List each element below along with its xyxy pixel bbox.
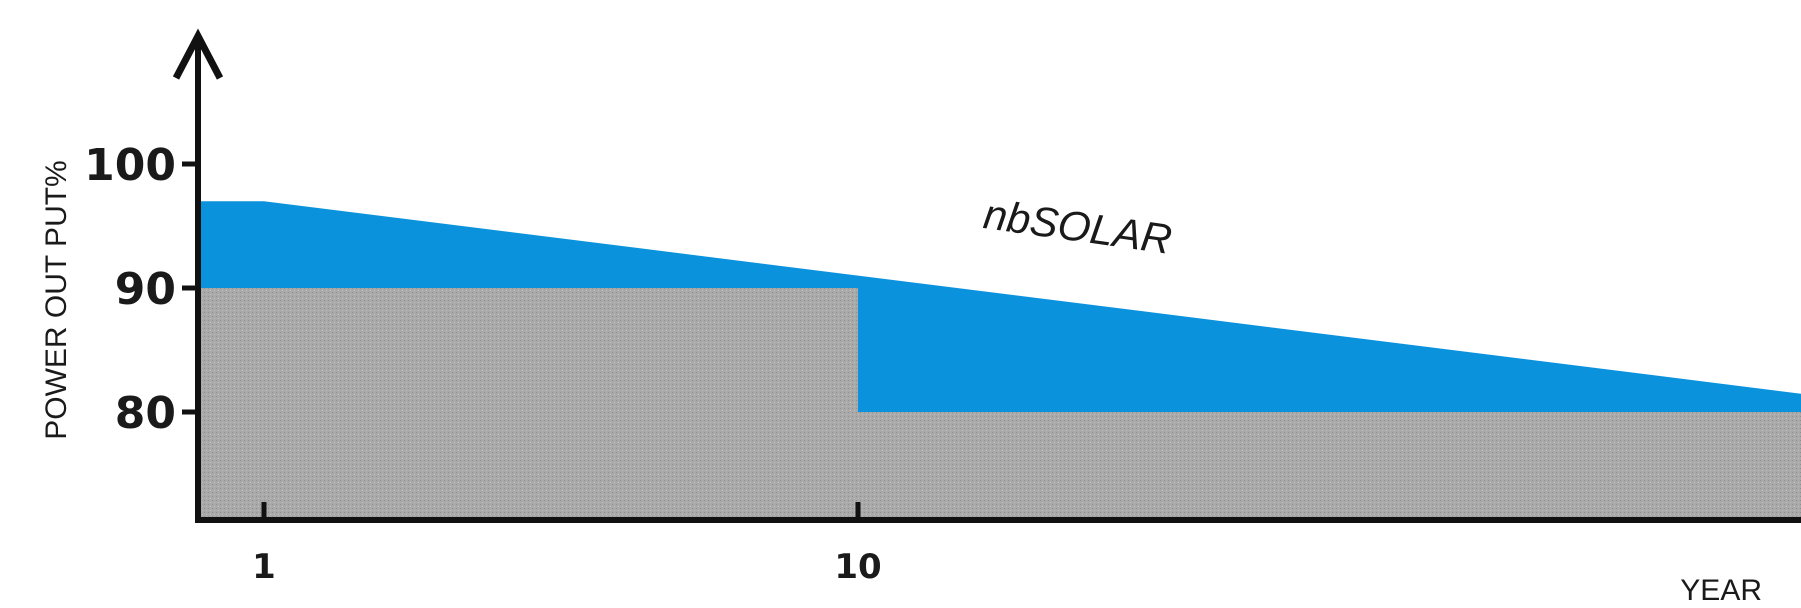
area-layer [198,201,1801,520]
y-axis-title: POWER OUT PUT% [40,160,73,439]
x-axis-title: YEAR [1680,574,1762,607]
nbsolar-series-label: nbSOLAR [981,190,1175,263]
x-tick-label-1: 1 [252,547,276,587]
y-axis-arrow-icon [172,28,224,80]
y-tick-label-90: 90 [115,264,176,315]
x-tick-label-10: 10 [834,547,881,587]
y-tick-label-100: 100 [84,140,176,191]
y-tick-label-80: 80 [115,388,176,439]
ticks-layer [182,161,861,520]
axes-layer [172,28,1801,523]
labels-layer: 809010011025YEARPOWER OUT PUT%nbSOLAR [40,140,1762,607]
standard-warranty-area [198,288,1801,520]
